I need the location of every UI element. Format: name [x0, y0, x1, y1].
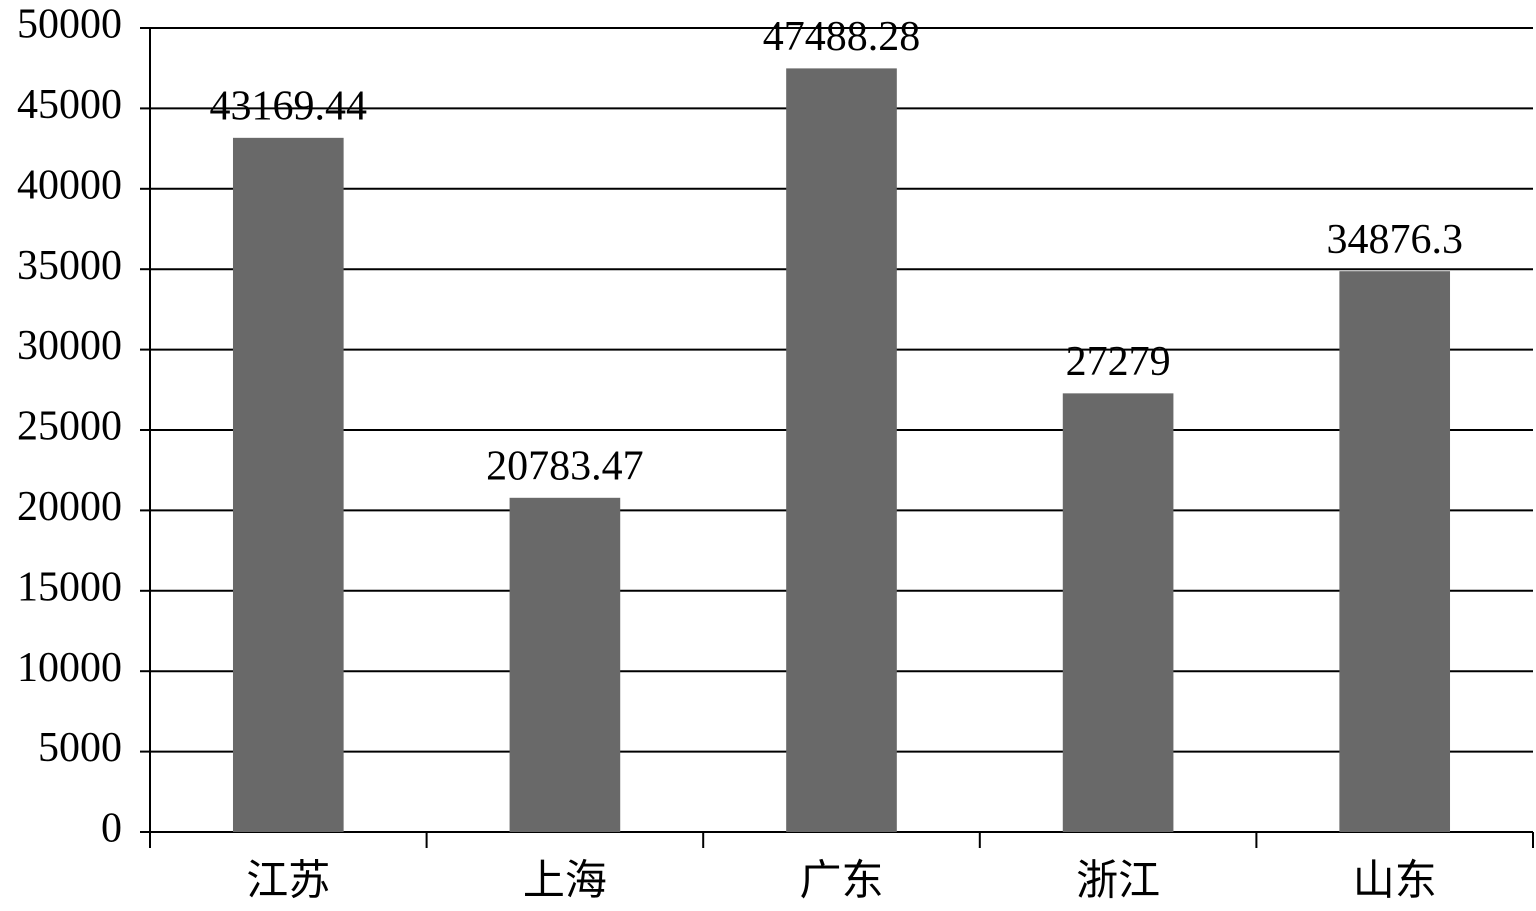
bar	[786, 68, 897, 833]
y-tick-label: 15000	[17, 564, 122, 610]
y-tick-label: 50000	[17, 2, 122, 48]
y-tick-label: 35000	[17, 243, 122, 289]
data-label: 43169.44	[210, 83, 368, 129]
data-label: 27279	[1066, 339, 1171, 385]
y-tick-label: 45000	[17, 82, 122, 128]
y-tick-label: 40000	[17, 162, 122, 208]
data-label: 20783.47	[486, 443, 644, 489]
x-tick-label: 浙江	[1076, 859, 1160, 905]
y-tick-label: 25000	[17, 404, 122, 450]
y-tick-label: 20000	[17, 484, 122, 530]
x-tick-label: 江苏	[246, 859, 330, 905]
x-tick-label: 广东	[799, 858, 883, 905]
x-tick-label: 山东	[1353, 858, 1437, 905]
bar	[1339, 271, 1451, 832]
data-label: 34876.3	[1326, 217, 1463, 263]
y-tick-label: 0	[101, 806, 122, 852]
bar	[1062, 393, 1174, 832]
y-tick-label: 10000	[17, 645, 122, 691]
bar	[232, 137, 344, 833]
data-label: 47488.28	[763, 14, 921, 60]
y-tick-label: 30000	[17, 323, 122, 369]
x-tick-label: 上海	[523, 859, 607, 905]
y-tick-label: 5000	[38, 725, 122, 771]
bar	[509, 497, 621, 832]
